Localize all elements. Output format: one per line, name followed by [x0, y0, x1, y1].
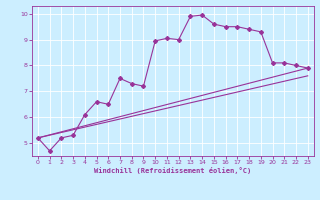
X-axis label: Windchill (Refroidissement éolien,°C): Windchill (Refroidissement éolien,°C): [94, 167, 252, 174]
